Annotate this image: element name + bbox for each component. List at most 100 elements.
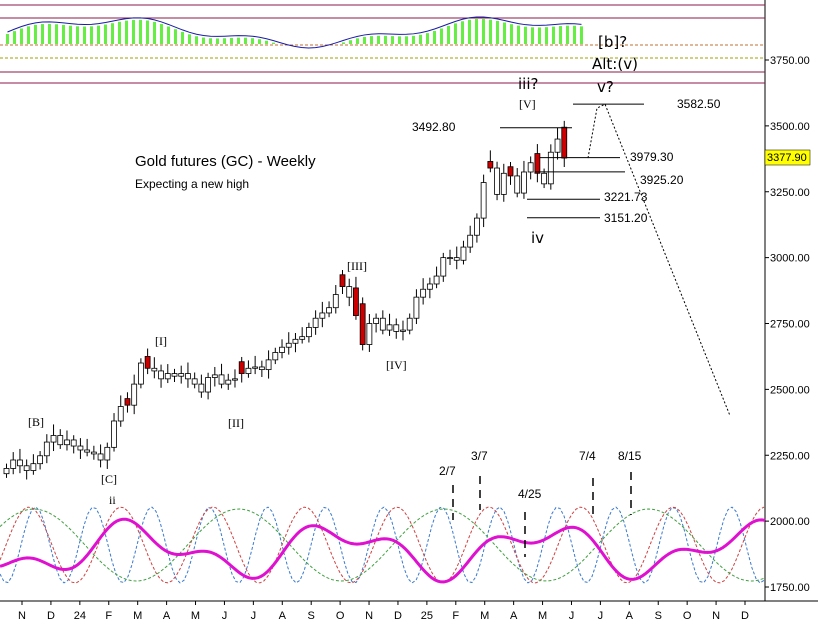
last-price-badge — [764, 149, 811, 166]
indicator-line — [7, 16, 582, 49]
x-tick-label: F — [452, 610, 459, 622]
candle-body — [10, 459, 17, 469]
candle-body — [50, 435, 57, 443]
x-tick-label: M — [133, 610, 142, 622]
indicator-histogram-bar — [97, 25, 100, 44]
x-tick-label: D — [394, 610, 402, 622]
cycle-date-2-7: 2/7 — [439, 464, 456, 478]
projection-line — [587, 103, 731, 416]
price-levels — [500, 103, 644, 219]
candle-body — [353, 287, 359, 316]
indicator-histogram-bar — [244, 37, 247, 44]
candle-body — [326, 307, 332, 314]
candle-body — [299, 336, 306, 340]
candle-body — [379, 317, 386, 331]
indicator-histogram-bar — [188, 34, 191, 44]
indicator-histogram-bar — [475, 19, 478, 44]
wave-label-v: v? — [597, 78, 614, 96]
indicator-histogram-bar — [363, 36, 366, 44]
candle-body — [252, 366, 259, 369]
indicator-histogram-bar — [559, 26, 562, 44]
candle-body — [494, 167, 500, 195]
cycle-oscillator-panel — [0, 472, 766, 584]
indicator-histogram-bar — [398, 36, 401, 44]
candle-body — [426, 283, 433, 290]
indicator-histogram-bar — [503, 22, 506, 44]
candle-body — [124, 398, 131, 406]
indicator-histogram-bar — [447, 25, 450, 44]
level-label-3925: 3925.20 — [640, 173, 684, 187]
candle-body — [232, 378, 238, 381]
indicator-histogram-bar — [181, 31, 184, 44]
indicator-histogram-bar — [153, 21, 156, 44]
indicator-histogram-bar — [69, 25, 72, 44]
indicator-histogram-bar — [83, 26, 86, 44]
candle-body — [413, 296, 420, 319]
candle-body — [64, 439, 70, 446]
candle-body — [527, 162, 534, 173]
candle-body — [279, 346, 285, 353]
candle-body — [104, 446, 111, 461]
wave-label-C: [C] — [101, 472, 117, 486]
candle-body — [507, 166, 514, 177]
candle-body — [339, 274, 346, 288]
y-axis: 1750.00 2000.00 2250.00 2500.00 2750.00 3000.… — [765, 55, 810, 594]
candle-body — [17, 459, 23, 467]
x-tick-label: O — [336, 610, 345, 622]
indicator-histogram-bar — [104, 24, 107, 44]
candle-body — [245, 367, 252, 374]
x-tick-label: D — [47, 610, 55, 622]
candle-body — [198, 383, 205, 393]
indicator-histogram-bar — [433, 30, 436, 44]
y-tick-label: 3000.00 — [770, 253, 810, 265]
indicator-histogram-bar — [517, 25, 520, 44]
indicator-histogram-bar — [272, 42, 275, 44]
y-tick-label: 3500.00 — [770, 121, 810, 133]
x-tick-label: N — [18, 610, 26, 622]
x-tick-label: M — [191, 610, 200, 622]
candle-body — [151, 367, 158, 372]
indicator-histogram-bar — [167, 26, 170, 44]
wave-label-II: [II] — [228, 416, 244, 430]
indicator-histogram-bar — [209, 38, 212, 44]
candle-body — [57, 435, 64, 446]
candle-body — [393, 324, 400, 332]
indicator-histogram-bar — [160, 23, 163, 44]
indicator-histogram-bar — [468, 19, 471, 44]
candle-body — [205, 377, 212, 393]
x-tick-label: M — [538, 610, 547, 622]
candle-body — [473, 217, 480, 236]
y-tick-label: 1750.00 — [770, 582, 810, 594]
indicator-histogram-bar — [27, 26, 30, 44]
indicator-histogram-bar — [419, 34, 422, 44]
cycle-date-7-4: 7/4 — [579, 449, 596, 463]
indicator-histogram-bar — [20, 28, 23, 44]
x-tick-label: J — [251, 610, 257, 622]
candle-body — [70, 439, 77, 447]
candle-body — [23, 465, 30, 471]
wave-label-b: [b]? — [598, 33, 627, 51]
candle-body — [144, 356, 151, 369]
indicator-histogram-bar — [90, 26, 93, 44]
level-label-3979: 3979.30 — [630, 150, 674, 164]
wave-label-I: [I] — [155, 334, 167, 348]
candle-body — [285, 342, 292, 348]
indicator-histogram-bar — [13, 31, 16, 44]
candle-body — [366, 323, 373, 345]
indicator-histogram-bar — [426, 33, 429, 44]
indicator-histogram-bar — [538, 27, 541, 44]
candle-body — [312, 317, 319, 328]
indicator-histogram-bar — [391, 36, 394, 44]
indicator-histogram-bar — [202, 37, 205, 44]
indicator-histogram-bar — [454, 23, 457, 44]
candle-body — [258, 366, 265, 371]
level-label-3221: 3221.73 — [604, 190, 648, 204]
indicator-histogram-bar — [489, 19, 492, 44]
wave-label-V: [V] — [519, 97, 536, 111]
candle-body — [305, 327, 312, 338]
candle-body — [77, 445, 84, 451]
x-tick-label: J — [598, 610, 604, 622]
x-tick-label: S — [655, 610, 662, 622]
indicator-histogram-bar — [461, 21, 464, 44]
